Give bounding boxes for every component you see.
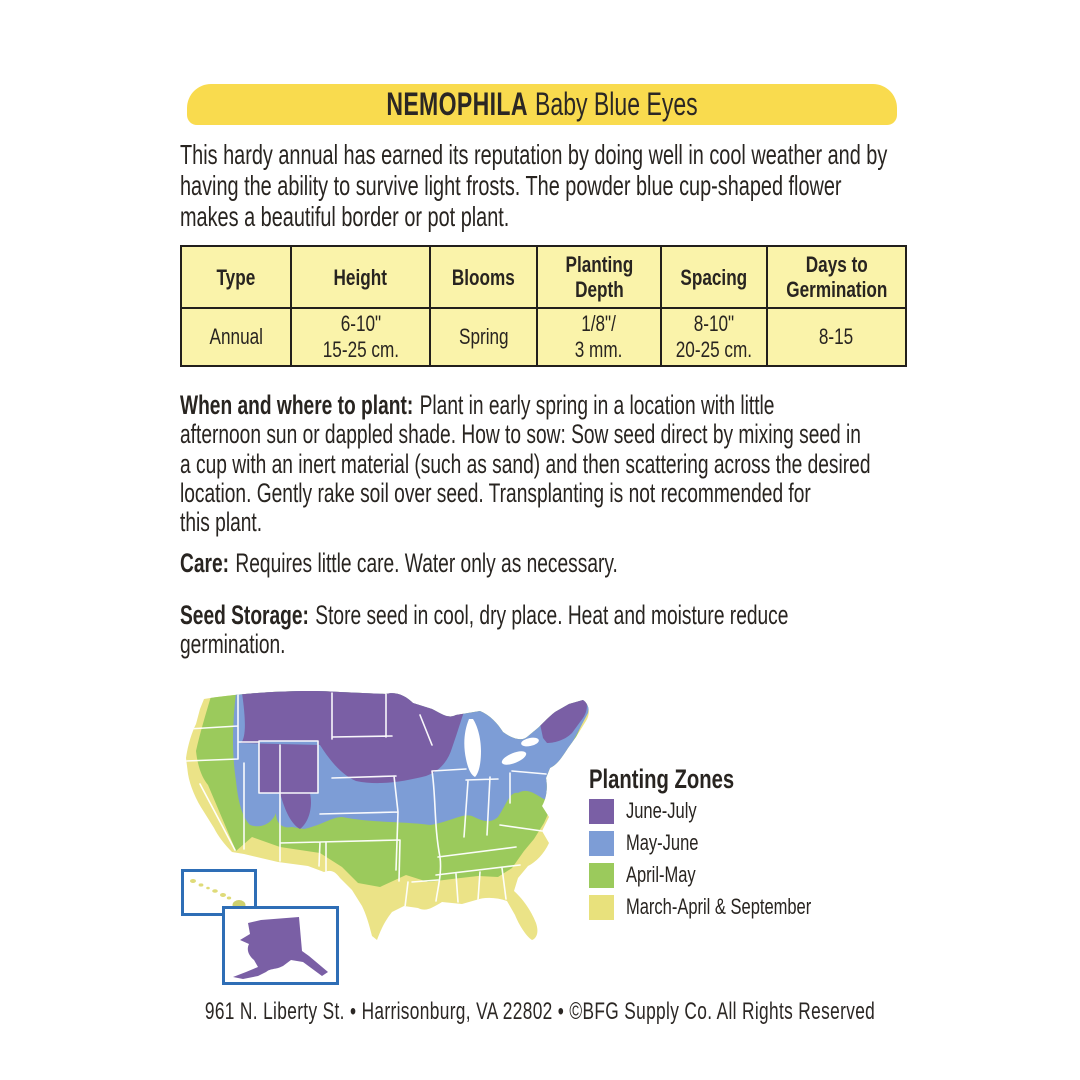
legend-item: May-June — [589, 827, 873, 859]
table-header-type: Type — [182, 247, 292, 309]
title-banner: NEMOPHILA Baby Blue Eyes — [187, 84, 897, 125]
table-cell-spacing: 8-10" 20-25 cm. — [662, 309, 768, 365]
legend-item: April-May — [589, 859, 873, 891]
care-label: Care: — [180, 548, 230, 578]
table-cell-planting-depth: 1/8"/3 mm. — [538, 309, 662, 365]
info-table: Type Height Blooms Planting Depth Spacing… — [180, 245, 907, 367]
table-header-days-to-germination: Days to Germination — [768, 247, 905, 309]
intro-line: having the ability to survive light fros… — [180, 170, 842, 201]
zone-swatch-april-may — [589, 862, 614, 888]
legend-item: March-April & September — [589, 891, 873, 923]
section-when-and-where: When and where to plant: Plant in early s… — [180, 390, 871, 538]
care-text: Requires little care. Water only as nece… — [235, 548, 618, 578]
zone-swatch-march-april-september — [589, 894, 614, 920]
when-text: this plant. — [180, 507, 263, 538]
when-text: Plant in early spring in a location with… — [419, 390, 775, 420]
us-planting-zones-map — [186, 690, 589, 940]
legend-item: June-July — [589, 795, 873, 827]
table-cell-days-to-germination: 8-15 — [819, 324, 854, 349]
zone-swatch-may-june — [589, 830, 614, 856]
hawaii-inset — [181, 869, 257, 916]
state-borders — [186, 692, 547, 908]
table-header-planting-depth: Planting Depth — [538, 247, 662, 309]
table-header-spacing: Spacing — [662, 247, 768, 309]
section-seed-storage: Seed Storage: Store seed in cool, dry pla… — [180, 600, 789, 660]
intro-line: makes a beautiful border or pot plant. — [180, 201, 510, 232]
when-label: When and where to plant: — [180, 390, 414, 420]
when-text: afternoon sun or dappled shade. How to s… — [180, 419, 861, 450]
storage-label: Seed Storage: — [180, 600, 309, 630]
when-text: a cup with an inert material (such as sa… — [180, 448, 871, 479]
section-care: Care: Requires little care. Water only as… — [180, 548, 618, 578]
lake-ontario — [521, 737, 539, 747]
table-cell-type: Annual — [182, 309, 292, 365]
table-cell-blooms: Spring — [431, 309, 538, 365]
page-title: NEMOPHILA Baby Blue Eyes — [286, 84, 797, 125]
lake-michigan — [464, 719, 481, 777]
zone-purple-region — [238, 690, 587, 829]
table-cell-height: 6-10" 15-25 cm. — [292, 309, 431, 365]
common-name: Baby Blue Eyes — [535, 86, 698, 122]
lake-erie — [501, 751, 527, 765]
alaska-inset — [222, 906, 339, 985]
genus-name: NEMOPHILA — [386, 86, 528, 122]
alaska-map — [233, 917, 328, 979]
storage-text: Store seed in cool, dry place. Heat and … — [315, 600, 789, 630]
legend-title: Planting Zones — [589, 764, 735, 794]
address-line: 961 N. Liberty St. • Harrisonburg, VA 22… — [204, 998, 876, 1025]
intro-paragraph: This hardy annual has earned its reputat… — [180, 139, 887, 232]
planting-zones-legend: Planting Zones June-July May-June April-… — [589, 763, 873, 923]
intro-line: This hardy annual has earned its reputat… — [180, 139, 888, 170]
when-text: location. Gently rake soil over seed. Tr… — [180, 477, 811, 508]
table-header-height: Height — [292, 247, 431, 309]
zone-swatch-june-july — [589, 798, 614, 824]
storage-text: germination. — [180, 629, 286, 660]
table-header-blooms: Blooms — [431, 247, 538, 309]
